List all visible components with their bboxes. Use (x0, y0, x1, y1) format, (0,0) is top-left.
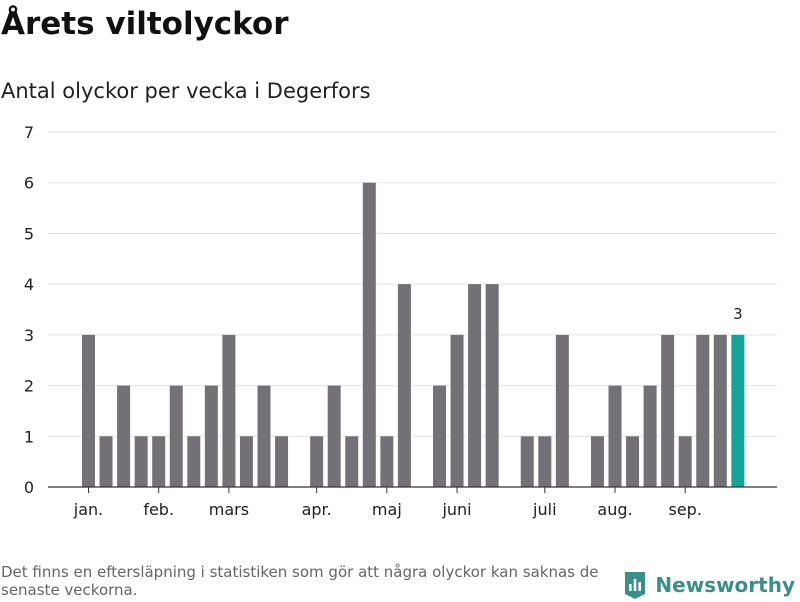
y-tick-label: 4 (24, 275, 34, 294)
data-labels: 3 (733, 305, 743, 323)
bar (99, 436, 113, 487)
x-tick-label: aug. (597, 500, 632, 519)
bar (713, 334, 727, 487)
bar (555, 334, 569, 487)
x-tick-label: sep. (668, 500, 701, 519)
bar (520, 436, 534, 487)
bar (134, 436, 148, 487)
bar (82, 334, 95, 487)
bar (222, 334, 236, 487)
x-tick-label: juni (441, 500, 471, 519)
bar (468, 284, 482, 487)
bar (661, 334, 675, 487)
y-tick-label: 2 (24, 377, 34, 396)
bar (275, 436, 289, 487)
latest-value-label: 3 (733, 305, 743, 323)
bar (327, 385, 341, 487)
bar-latest-week (731, 334, 745, 487)
y-tick-label: 7 (24, 123, 34, 142)
bar (608, 385, 622, 487)
x-tick-label: juli (532, 500, 556, 519)
brand-name: Newsworthy (655, 573, 795, 597)
y-tick-label: 5 (24, 224, 34, 243)
bar (590, 436, 604, 487)
bar (257, 385, 271, 487)
x-axis-month-labels: jan. feb. mars apr. maj juni juli aug. sep. (73, 500, 702, 519)
x-tick-label: mars (209, 500, 249, 519)
bar (485, 284, 499, 487)
y-tick-label: 0 (24, 478, 34, 497)
bar (187, 436, 201, 487)
y-axis-tick-labels: 0 1 2 3 4 5 6 7 (24, 123, 34, 497)
bar (169, 385, 183, 487)
bar (345, 436, 359, 487)
bar (152, 436, 166, 487)
bar (678, 436, 692, 487)
bar (397, 284, 411, 487)
x-tick-label: maj (372, 500, 402, 519)
bar (362, 182, 376, 487)
chart-subtitle: Antal olyckor per vecka i Degerfors (1, 79, 371, 103)
footnote: Det finns en eftersläpning i statistiken… (1, 563, 599, 599)
bar-chart: 0 1 2 3 4 5 6 7 jan. feb. mars apr. maj juni juli aug.… (24, 123, 777, 519)
y-tick-label: 1 (24, 427, 34, 446)
bar (626, 436, 640, 487)
newsworthy-logo-icon (625, 572, 646, 599)
bar (433, 385, 446, 487)
y-tick-label: 6 (24, 174, 34, 193)
x-tick-label: jan. (73, 500, 103, 519)
bar (117, 385, 131, 487)
chart-title: Årets viltolyckor (1, 6, 289, 42)
bar (450, 334, 464, 487)
bar (310, 436, 324, 487)
bar (239, 436, 253, 487)
gridlines (48, 131, 777, 437)
bar (204, 385, 218, 487)
bar (538, 436, 552, 487)
bar (696, 334, 710, 487)
x-tick-label: feb. (143, 500, 174, 519)
brand-logo: Newsworthy (623, 568, 795, 602)
bar (643, 385, 657, 487)
y-tick-label: 3 (24, 326, 34, 345)
bars (82, 182, 745, 487)
x-axis (48, 486, 777, 493)
bar (380, 436, 394, 487)
x-tick-label: apr. (302, 500, 332, 519)
